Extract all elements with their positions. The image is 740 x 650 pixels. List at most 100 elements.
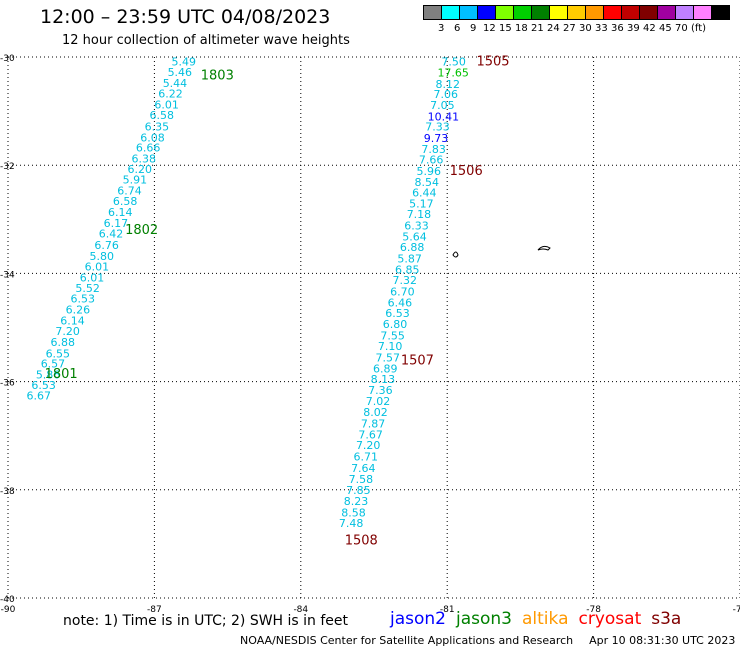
lat-tick-label: -38 xyxy=(0,487,15,497)
map-title: 12:00 – 23:59 UTC 04/08/2023 xyxy=(40,6,331,28)
pass-time-label: 1505 xyxy=(476,55,509,70)
swh-value: 5.44 xyxy=(163,77,188,90)
swh-value: 6.55 xyxy=(46,347,71,360)
satellite-name: s3a xyxy=(651,609,682,629)
swh-value: 6.01 xyxy=(154,98,179,111)
swh-value: 6.80 xyxy=(383,318,408,331)
swh-value: 6.58 xyxy=(113,195,138,208)
legend-unit: (ft) xyxy=(691,23,707,34)
legend-label: 39 xyxy=(627,23,640,34)
legend-label: 45 xyxy=(659,23,672,34)
swh-value: 6.17 xyxy=(104,217,129,230)
swh-value: 9.73 xyxy=(424,132,449,145)
swh-value: 6.38 xyxy=(131,152,156,165)
swh-value: 8.13 xyxy=(371,373,396,386)
satellite-name: jason2 xyxy=(390,609,446,629)
swh-value: 7.66 xyxy=(419,154,444,167)
swh-value: 7.33 xyxy=(425,121,450,134)
swh-value: 7.57 xyxy=(375,352,400,365)
generated-time: Apr 10 08:31:30 UTC 2023 xyxy=(589,634,736,647)
satellite-name: cryosat xyxy=(578,609,642,629)
legend-swatch xyxy=(711,5,730,20)
credit-line: NOAA/NESDIS Center for Satellite Applica… xyxy=(240,634,735,647)
swh-value: 6.88 xyxy=(50,336,75,349)
swh-value: 5.80 xyxy=(89,250,114,263)
swh-value: 6.53 xyxy=(31,379,56,392)
lon-tick-label: -90 xyxy=(1,605,16,615)
pass-time-label: 1803 xyxy=(201,69,234,84)
swh-value: 5.91 xyxy=(123,174,147,187)
swh-value: 17.65 xyxy=(437,66,469,79)
pass-time-label: 1506 xyxy=(450,164,483,179)
swh-value: 5.87 xyxy=(397,253,422,266)
swh-value: 7.10 xyxy=(378,340,403,353)
swh-value: 6.01 xyxy=(80,272,105,285)
swh-value: 10.41 xyxy=(428,110,460,123)
lat-tick-label: -30 xyxy=(0,54,15,64)
legend-label: 9 xyxy=(470,23,477,34)
swh-value: 5.49 xyxy=(171,56,196,69)
swh-value: 7.36 xyxy=(368,384,393,397)
swh-value: 5.96 xyxy=(416,165,441,178)
legend-label: 18 xyxy=(515,23,528,34)
swh-value: 6.33 xyxy=(404,220,429,233)
satellite-name: altika xyxy=(522,609,569,629)
swh-value: 6.42 xyxy=(99,228,124,241)
swh-value: 6.14 xyxy=(60,314,85,327)
footer-note: note: 1) Time is in UTC; 2) SWH is in fe… xyxy=(63,613,349,629)
legend-label: 15 xyxy=(499,23,512,34)
legend-label: 42 xyxy=(643,23,656,34)
swh-value: 7.20 xyxy=(55,325,80,338)
swh-value: 7.64 xyxy=(351,462,376,475)
swh-value: 7.32 xyxy=(393,274,418,287)
swh-value: 6.53 xyxy=(70,293,95,306)
pass-time-label: 1801 xyxy=(45,367,78,382)
swh-value: 6.57 xyxy=(41,358,66,371)
swh-value: 5.17 xyxy=(409,197,434,210)
swh-value: 8.02 xyxy=(363,406,388,419)
swh-value: 6.71 xyxy=(354,451,379,464)
legend-label: 21 xyxy=(531,23,544,34)
swh-value: 7.55 xyxy=(380,329,405,342)
legend-labels: 3 6 9 12 15 18 21 24 27 30 33 36 39 42 45 70 (ft) xyxy=(423,23,740,37)
lon-tick-label: -78 xyxy=(586,605,601,615)
swh-value: 7.18 xyxy=(407,208,432,221)
swh-value: 7.50 xyxy=(441,56,466,69)
legend-label: 27 xyxy=(563,23,576,34)
swh-value: 6.22 xyxy=(158,88,183,101)
legend-label: 12 xyxy=(483,23,496,34)
swh-value: 5.86 xyxy=(36,368,61,381)
swh-value: 6.89 xyxy=(373,362,398,375)
lat-tick-label: -36 xyxy=(0,379,15,389)
legend-label: 24 xyxy=(547,23,560,34)
lat-tick-label: -32 xyxy=(0,162,15,172)
legend-label: 3 xyxy=(438,23,445,34)
legend-color-bar xyxy=(423,5,740,20)
lon-tick-label: -84 xyxy=(293,605,308,615)
swh-value: 6.85 xyxy=(395,263,420,276)
wave-height-legend: 3 6 9 12 15 18 21 24 27 30 33 36 39 42 45 70 (ft) xyxy=(423,5,740,37)
swh-value: 6.58 xyxy=(150,109,175,122)
swh-value: 6.53 xyxy=(385,307,410,320)
swh-value: 8.23 xyxy=(344,495,369,508)
swh-value: 7.85 xyxy=(346,484,371,497)
swh-value: 6.66 xyxy=(136,142,161,155)
swh-value: 5.64 xyxy=(402,230,427,243)
lat-tick-label: -34 xyxy=(0,270,15,280)
lat-tick-label: -40 xyxy=(0,595,15,605)
pass-time-label: 1507 xyxy=(401,353,434,368)
swh-value: 6.76 xyxy=(94,239,119,252)
lon-tick-label: -75 xyxy=(733,605,740,615)
swh-value: 6.01 xyxy=(85,261,110,274)
legend-label: 30 xyxy=(579,23,592,34)
swh-value: 7.67 xyxy=(358,428,383,441)
legend-label: 70 xyxy=(675,23,688,34)
swh-value: 7.48 xyxy=(339,517,364,530)
swh-value: 5.46 xyxy=(168,66,193,79)
swh-value: 6.70 xyxy=(390,286,415,299)
satellite-name: jason3 xyxy=(456,609,512,629)
satellite-legend: jason2 jason3 altika cryosat s3a xyxy=(390,609,691,629)
lon-tick-label: -81 xyxy=(440,605,455,615)
swh-value: 6.67 xyxy=(27,389,51,402)
swh-value: 7.83 xyxy=(421,143,446,156)
